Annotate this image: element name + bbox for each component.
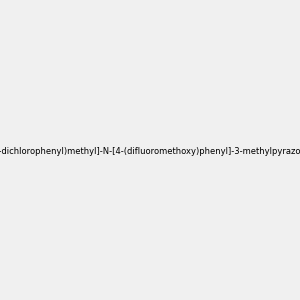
Text: 5-chloro-1-[(2,4-dichlorophenyl)methyl]-N-[4-(difluoromethoxy)phenyl]-3-methylpy: 5-chloro-1-[(2,4-dichlorophenyl)methyl]-…: [0, 147, 300, 156]
